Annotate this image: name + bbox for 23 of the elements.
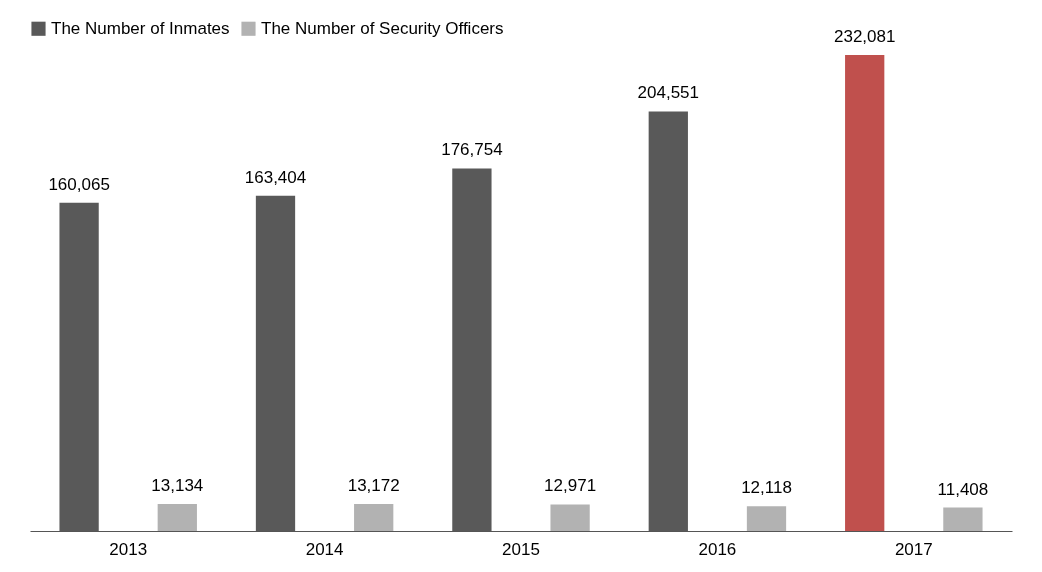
data-label: 11,408 [937,479,989,499]
bar [354,503,394,531]
bar [943,507,983,531]
bar [550,504,590,531]
data-label: 176,754 [441,140,503,160]
bar [746,506,787,531]
data-label: 12,971 [544,476,597,496]
x-tick-label: 2015 [502,539,540,559]
legend-label: The Number of Inmates [51,18,230,38]
data-label: 204,551 [637,83,700,103]
legend-label: The Number of Security Officers [261,18,504,38]
bar [845,55,885,531]
x-tick-label: 2016 [698,539,737,559]
data-label: 13,134 [151,476,204,496]
bar [157,504,197,531]
x-tick-label: 2013 [109,539,148,559]
data-label: 160,065 [48,174,110,194]
data-label: 232,081 [833,27,896,46]
data-label: 12,118 [741,478,792,498]
x-tick-label: 2014 [305,539,344,559]
x-tick-label: 2017 [894,539,933,559]
data-label: 163,404 [244,167,307,187]
data-label: 13,172 [347,475,400,495]
